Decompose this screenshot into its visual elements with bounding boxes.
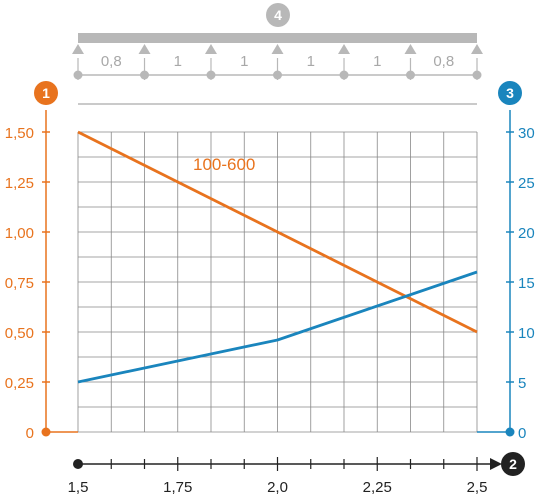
beam-bar <box>78 33 477 43</box>
support-triangle-icon <box>204 44 217 54</box>
support-triangle-icon <box>72 44 84 54</box>
left-axis-tick-label: 0,50 <box>5 325 34 342</box>
beam-span-label: 1 <box>307 53 315 70</box>
beam-span-label: 1 <box>373 53 381 70</box>
badge-4-icon <box>266 3 290 27</box>
badge-1-label: 1 <box>42 85 50 101</box>
right-axis-tick-label: 25 <box>518 175 535 192</box>
left-axis-tick-label: 0,25 <box>5 375 34 392</box>
left-axis-tick-label: 1,25 <box>5 175 34 192</box>
support-triangle-icon <box>404 44 417 54</box>
series-line-2 <box>77 270 478 384</box>
left-axis-tick-label: 0 <box>26 425 34 442</box>
x-axis-tick-label: 2,25 <box>363 479 392 495</box>
support-dot <box>339 70 349 80</box>
support-triangle-icon <box>271 44 284 54</box>
beam-span-label: 1 <box>240 53 248 70</box>
x-axis-tick-label: 2,0 <box>267 479 288 495</box>
beam-span-label: 0,8 <box>433 53 454 70</box>
series-line-1 <box>77 130 478 334</box>
right-axis-tick-label: 20 <box>518 225 535 242</box>
x-axis-origin-dot <box>73 459 83 469</box>
badge-3-icon <box>498 81 522 105</box>
badge-2-label: 2 <box>509 456 517 472</box>
right-axis-tick-label: 0 <box>518 425 526 442</box>
x-axis-arrow-icon <box>490 458 502 470</box>
x-axis-tick-label: 2,5 <box>467 479 488 495</box>
left-axis-tick-label: 0,75 <box>5 275 34 292</box>
support-triangle-icon <box>471 44 483 54</box>
beam-span-label: 1 <box>174 53 182 70</box>
badge-1-icon <box>34 81 58 105</box>
badge-4-label: 4 <box>274 7 282 23</box>
support-triangle-icon <box>138 44 151 54</box>
right-axis-tick-label: 10 <box>518 325 535 342</box>
left-axis-tick-label: 1,50 <box>5 125 34 142</box>
x-axis-tick-label: 1,75 <box>163 479 192 495</box>
support-triangle-icon <box>338 44 351 54</box>
support-dot <box>206 70 216 80</box>
right-axis-tick-label: 30 <box>518 125 535 142</box>
support-dot <box>405 70 415 80</box>
right-axis-tick-label: 15 <box>518 275 535 292</box>
support-dot <box>273 70 282 80</box>
support-dot <box>140 70 150 80</box>
support-dot <box>472 70 482 80</box>
beam-span-label: 0,8 <box>101 53 122 70</box>
left-axis-tick-label: 1,00 <box>5 225 34 242</box>
badge-3-label: 3 <box>506 85 514 101</box>
series-label-1: 100-600 <box>193 155 255 174</box>
right-axis-tick-label: 5 <box>518 375 526 392</box>
support-dot <box>73 70 83 80</box>
badge-2-icon <box>501 452 525 476</box>
x-axis-tick-label: 1,5 <box>68 479 89 495</box>
